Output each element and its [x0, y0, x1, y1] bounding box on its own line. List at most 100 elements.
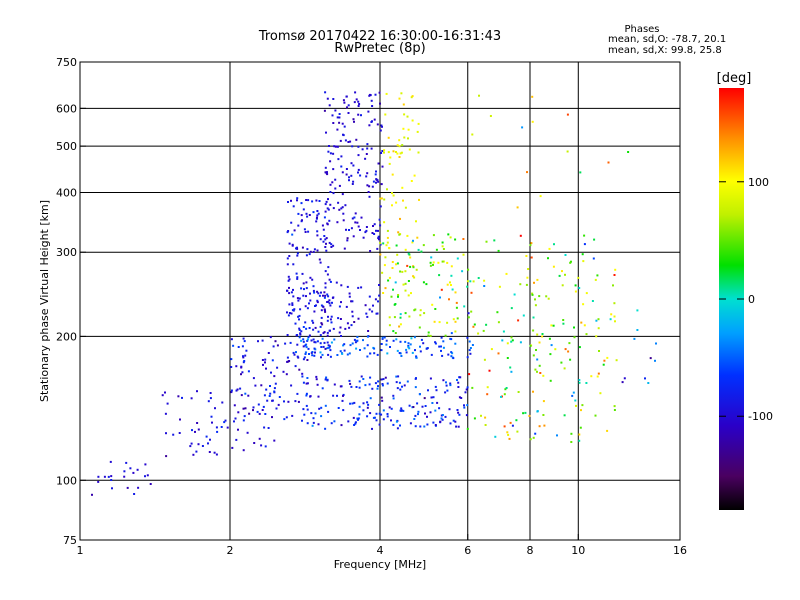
data-point [335, 281, 338, 284]
data-point [110, 479, 113, 481]
data-point [299, 308, 302, 311]
data-point [287, 279, 290, 282]
data-point [317, 212, 320, 215]
data-point [390, 419, 392, 422]
data-point [230, 358, 233, 361]
data-point [348, 326, 351, 329]
data-point [172, 433, 175, 436]
data-point [355, 138, 358, 141]
data-point [313, 347, 316, 350]
data-point [434, 385, 437, 388]
data-point [535, 349, 537, 351]
data-point [404, 270, 407, 273]
data-point [429, 261, 432, 264]
data-point [324, 294, 327, 297]
y-tick-label: 200 [56, 330, 77, 343]
data-point [320, 322, 323, 325]
data-point [209, 438, 211, 441]
data-point [358, 380, 361, 383]
data-point [292, 263, 295, 266]
data-point [442, 248, 445, 250]
data-point [330, 321, 333, 324]
data-point [592, 257, 595, 260]
data-point [402, 409, 405, 412]
data-point [398, 156, 401, 158]
data-point [315, 375, 318, 378]
data-point [277, 403, 280, 406]
data-point [296, 247, 299, 250]
data-point [404, 248, 407, 251]
data-point [267, 427, 270, 429]
data-point [342, 99, 345, 102]
data-point [353, 216, 356, 219]
data-point [449, 236, 452, 239]
data-point [419, 350, 422, 353]
data-point [578, 433, 581, 436]
data-point [534, 368, 537, 371]
data-point [406, 234, 409, 237]
data-point [448, 408, 451, 411]
data-point [207, 442, 209, 445]
data-point [483, 358, 486, 361]
data-point [244, 354, 247, 357]
data-point [434, 424, 437, 426]
data-point [305, 254, 308, 257]
data-point [378, 284, 380, 286]
data-point [362, 402, 365, 405]
data-point [326, 341, 329, 344]
data-point [410, 96, 413, 99]
data-point [313, 341, 316, 344]
data-point [412, 239, 414, 242]
data-point [164, 391, 166, 394]
data-point [326, 222, 329, 225]
data-point [471, 386, 474, 389]
data-point [292, 295, 295, 298]
data-point [545, 295, 548, 298]
data-point [501, 339, 504, 342]
data-point [473, 417, 476, 420]
data-point [400, 92, 403, 95]
data-point [366, 143, 369, 146]
data-point [247, 394, 250, 397]
data-point [332, 207, 335, 210]
data-point [305, 287, 308, 290]
data-point [190, 442, 193, 445]
data-point [366, 335, 369, 338]
data-point [320, 291, 322, 294]
data-point [615, 359, 618, 362]
data-point [341, 352, 344, 355]
data-point [286, 289, 289, 292]
data-point [536, 333, 539, 336]
data-point [500, 395, 502, 398]
data-point [434, 342, 437, 345]
data-point [326, 97, 329, 100]
data-point [412, 266, 415, 269]
data-point [386, 241, 389, 244]
data-point [455, 425, 458, 428]
data-point [422, 244, 425, 247]
data-point [407, 252, 410, 255]
data-point [498, 285, 501, 288]
data-point [485, 240, 488, 243]
data-point [522, 314, 525, 317]
data-point [338, 121, 341, 124]
data-point [374, 382, 377, 385]
data-point [594, 278, 597, 281]
data-point [490, 348, 493, 351]
data-point [388, 324, 391, 327]
data-point [440, 417, 443, 420]
data-point [391, 192, 393, 195]
data-point [257, 340, 259, 343]
data-point [388, 316, 391, 319]
data-point [542, 374, 545, 377]
data-point [348, 179, 350, 182]
data-points [91, 91, 657, 496]
data-point [348, 295, 351, 298]
data-point [441, 241, 444, 244]
data-point [103, 475, 106, 478]
data-point [214, 407, 216, 410]
data-point [528, 414, 531, 417]
data-point [311, 351, 314, 353]
data-point [389, 346, 391, 348]
data-point [522, 412, 525, 415]
